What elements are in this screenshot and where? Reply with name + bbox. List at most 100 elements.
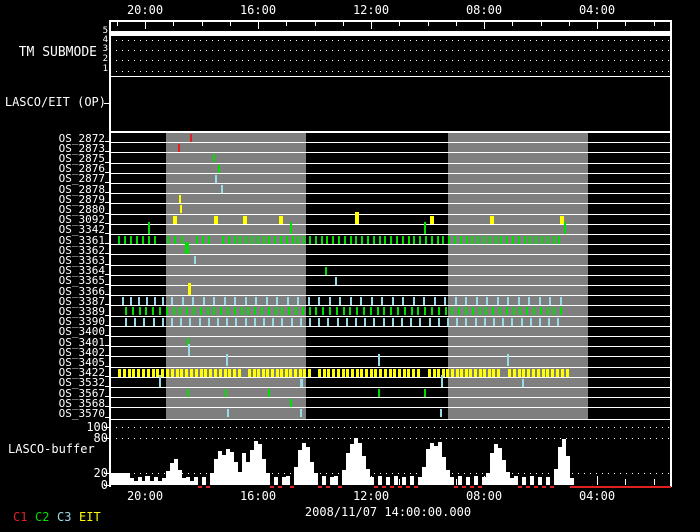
buffer-fill-bar [438, 441, 442, 485]
buffer-gap-red-dash [198, 485, 202, 488]
buffer-fill-bar [314, 473, 318, 485]
time-axis-minor-tick [173, 21, 175, 26]
time-axis-label-top: 12:00 [352, 3, 390, 17]
buffer-fill-bar [110, 473, 114, 485]
os-event-tick-cyan [300, 378, 303, 387]
os-event-tick-cyan [328, 297, 331, 306]
os-event-tick-green [483, 236, 485, 244]
os-event-tick-green [512, 236, 514, 244]
time-axis-minor-tick [399, 479, 401, 485]
os-row-axis-tick [105, 345, 110, 347]
time-axis-major-tick [145, 21, 146, 29]
os-event-tick-green [367, 236, 369, 244]
os-row-separator-line [110, 234, 672, 235]
os-event-tick-yellow [497, 368, 500, 377]
buffer-fill-bar [498, 448, 502, 485]
buffer-gap-red-dash [326, 485, 330, 488]
time-axis-minor-tick [653, 21, 655, 26]
os-row-axis-tick [105, 161, 110, 163]
os-event-tick-green [247, 307, 250, 316]
os-row-axis-tick [105, 171, 110, 173]
os-event-tick-yellow [303, 368, 307, 377]
buffer-gap-red-dash [478, 485, 482, 488]
os-event-tick-yellow [527, 368, 531, 377]
time-axis-major-tick [145, 476, 146, 485]
os-event-tick-yellow [487, 368, 491, 377]
os-event-tick-green [213, 154, 215, 163]
buffer-fill-bar [402, 477, 406, 485]
time-axis-minor-tick [286, 21, 288, 26]
buffer-axis-tick [104, 438, 110, 440]
os-event-tick-yellow [490, 215, 494, 224]
os-event-tick-green [444, 307, 447, 316]
buffer-gap-red-dash [462, 485, 466, 488]
os-event-tick-yellow [430, 215, 434, 224]
os-event-tick-yellow [238, 368, 241, 377]
os-event-tick-yellow [118, 368, 121, 377]
os-row-separator-line [110, 397, 672, 399]
tm-submode-panel-bottom-line [110, 76, 672, 77]
os-event-tick-yellow [360, 368, 364, 377]
os-event-tick-green [539, 307, 542, 316]
os-row-separator-line [110, 366, 672, 368]
time-axis-major-tick [597, 21, 598, 29]
os-event-tick-green [477, 236, 480, 244]
buffer-fill-bar [354, 438, 358, 485]
lasco-buffer-panel-label: LASCO-buffer [8, 442, 95, 456]
os-row-axis-tick [105, 416, 110, 418]
os-event-tick-cyan [549, 297, 551, 306]
os-event-tick-yellow [437, 368, 441, 377]
os-row-label: OS_3532 [58, 376, 105, 390]
buffer-fill-bar [166, 470, 170, 485]
buffer-fill-bar [134, 481, 138, 485]
os-event-tick-yellow [369, 368, 373, 377]
os-event-tick-green [193, 307, 195, 316]
buffer-fill-bar [254, 441, 258, 485]
os-event-tick-green [325, 266, 327, 275]
os-event-tick-green [227, 236, 230, 244]
os-event-tick-yellow [233, 368, 237, 377]
os-event-tick-green [523, 236, 526, 244]
os-event-tick-green [488, 236, 491, 244]
os-row-label: OS_2879 [58, 192, 105, 206]
os-event-tick-yellow [275, 368, 279, 377]
os-event-tick-cyan [474, 317, 477, 326]
os-event-tick-yellow [536, 368, 540, 377]
os-event-tick-cyan [134, 317, 137, 326]
buffer-fill-bar [294, 467, 298, 485]
os-row-label: OS_3570 [58, 406, 105, 420]
os-row-label: OS_3567 [58, 386, 105, 400]
os-event-tick-yellow [271, 368, 274, 377]
os-event-tick-yellow [346, 368, 350, 377]
os-row-separator-line [110, 193, 672, 195]
os-event-tick-green [262, 236, 265, 244]
os-event-tick-green [154, 236, 156, 244]
os-row-label: OS_2880 [58, 202, 105, 216]
time-axis-minor-tick [625, 479, 627, 485]
os-event-tick-green [431, 307, 433, 316]
buffer-fill-bar [494, 444, 498, 485]
buffer-gap-red-dash [318, 485, 322, 488]
os-event-tick-green [376, 307, 379, 316]
os-event-tick-green [142, 236, 144, 244]
os-event-tick-green [297, 236, 300, 244]
buffer-fill-bar [482, 476, 486, 485]
os-row-label: OS_3405 [58, 355, 105, 369]
os-event-tick-green [148, 236, 150, 244]
os-event-tick-green [179, 307, 182, 316]
os-row-axis-tick [105, 365, 110, 367]
buffer-fill-bar [178, 470, 182, 485]
buffer-fill-bar [522, 476, 526, 485]
os-event-tick-green [118, 236, 120, 244]
os-event-tick-yellow [322, 368, 326, 377]
os-event-tick-green [220, 307, 223, 316]
buffer-fill-bar [502, 460, 506, 485]
os-event-tick-cyan [146, 297, 148, 306]
os-event-tick-cyan [496, 297, 499, 306]
os-event-tick-cyan [373, 317, 376, 326]
buffer-fill-bar [226, 448, 230, 485]
os-event-tick-yellow [170, 368, 174, 377]
os-event-tick-yellow [393, 368, 397, 377]
os-event-tick-green [552, 236, 555, 244]
buffer-fill-bar [422, 467, 426, 485]
